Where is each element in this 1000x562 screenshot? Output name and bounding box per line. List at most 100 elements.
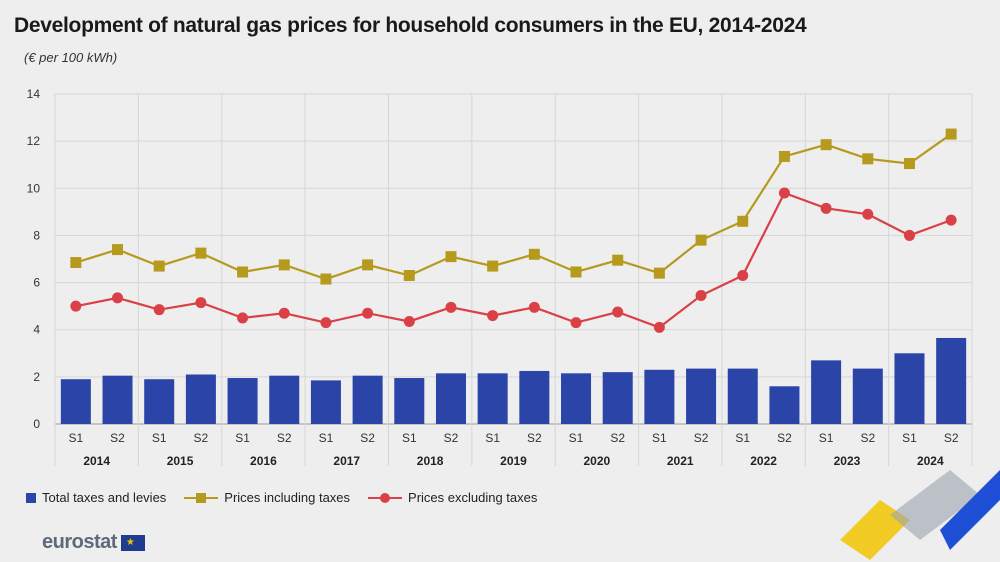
legend-item-incl: Prices including taxes [184, 490, 350, 505]
legend-label-taxes: Total taxes and levies [42, 490, 167, 505]
bar-taxes [269, 375, 300, 424]
x-tick-year: 2023 [834, 454, 861, 468]
bar-taxes [727, 368, 758, 424]
bar-taxes [227, 378, 258, 424]
prices-incl-point [737, 215, 749, 227]
x-tick-semester: S1 [485, 431, 500, 445]
x-tick-year: 2014 [83, 454, 110, 468]
x-tick-semester: S1 [152, 431, 167, 445]
prices-incl-point [778, 150, 790, 162]
x-tick-year: 2020 [584, 454, 611, 468]
prices-incl-point [945, 128, 957, 140]
x-tick-semester: S1 [902, 431, 917, 445]
y-tick-label: 14 [27, 87, 41, 101]
prices-excl-point [320, 317, 332, 329]
legend-item-taxes: Total taxes and levies [26, 490, 166, 505]
x-tick-semester: S1 [819, 431, 834, 445]
prices-incl-point [695, 234, 707, 246]
prices-excl-point [737, 270, 749, 281]
eu-flag-icon: ★ [120, 534, 145, 551]
legend-label-excl: Prices excluding taxes [408, 490, 538, 505]
x-tick-year: 2019 [500, 454, 527, 468]
prices-incl-point [570, 266, 582, 278]
x-tick-semester: S2 [277, 431, 292, 445]
chart-subtitle: (€ per 100 kWh) [24, 50, 118, 65]
legend: Total taxes and levies Prices including … [26, 490, 537, 505]
x-tick-semester: S2 [694, 431, 709, 445]
x-tick-year: 2015 [167, 454, 194, 468]
x-tick-semester: S1 [68, 431, 83, 445]
bar-taxes [102, 375, 133, 424]
bar-taxes [310, 380, 341, 424]
decorative-ribbon [840, 470, 1000, 560]
prices-excl-point [487, 310, 499, 322]
y-tick-label: 4 [33, 323, 40, 337]
prices-incl-point [445, 251, 457, 263]
prices-incl-point [153, 260, 165, 272]
prices-excl-point [195, 297, 207, 309]
prices-excl-point [570, 317, 582, 329]
prices-excl-point [653, 321, 665, 333]
x-tick-year: 2016 [250, 454, 277, 468]
prices-incl-point [70, 257, 82, 269]
prices-incl-point [403, 270, 415, 281]
prices-excl-point [820, 202, 832, 214]
x-tick-semester: S2 [944, 431, 959, 445]
bar-taxes [852, 368, 883, 424]
x-tick-semester: S2 [610, 431, 625, 445]
bar-taxes [811, 360, 842, 424]
prices-incl-point [278, 259, 290, 271]
legend-label-incl: Prices including taxes [224, 490, 351, 505]
x-tick-semester: S1 [569, 431, 584, 445]
legend-swatch-incl [184, 492, 219, 503]
x-tick-semester: S2 [194, 431, 209, 445]
prices-incl-point [112, 244, 124, 256]
x-tick-semester: S2 [860, 431, 875, 445]
prices-incl-point [862, 153, 874, 165]
prices-excl-point [862, 208, 874, 220]
legend-swatch-excl [368, 492, 403, 503]
legend-swatch-taxes [26, 492, 36, 503]
prices-excl-point [403, 315, 415, 327]
chart-title: Development of natural gas prices for ho… [14, 14, 807, 37]
y-tick-label: 10 [27, 181, 41, 195]
prices-incl-line [75, 133, 952, 281]
prices-excl-point [112, 292, 124, 304]
prices-excl-point [695, 290, 707, 302]
prices-incl-point [237, 266, 249, 278]
prices-excl-point [237, 312, 249, 324]
bar-taxes [561, 373, 592, 424]
x-tick-semester: S1 [319, 431, 334, 445]
y-tick-label: 12 [27, 134, 41, 148]
prices-incl-point [653, 267, 665, 279]
bar-taxes [769, 386, 800, 424]
bar-taxes [144, 379, 175, 424]
x-tick-year: 2024 [917, 454, 944, 468]
prices-excl-point [153, 304, 165, 316]
y-tick-label: 8 [33, 228, 40, 242]
x-tick-year: 2018 [417, 454, 444, 468]
prices-excl-point [70, 300, 82, 312]
y-tick-label: 0 [33, 417, 40, 431]
bar-taxes [60, 379, 91, 424]
x-tick-semester: S1 [652, 431, 667, 445]
prices-excl-point [612, 306, 624, 318]
prices-incl-point [487, 260, 499, 272]
x-tick-semester: S1 [735, 431, 750, 445]
prices-incl-point [528, 248, 540, 260]
prices-incl-point [820, 139, 832, 151]
x-tick-semester: S1 [235, 431, 250, 445]
bar-taxes [394, 378, 425, 424]
prices-excl-point [278, 307, 290, 319]
prices-excl-point [528, 301, 540, 313]
prices-excl-line [75, 191, 952, 329]
x-tick-year: 2022 [750, 454, 777, 468]
x-tick-semester: S2 [527, 431, 542, 445]
prices-incl-point [362, 259, 374, 271]
prices-excl-point [778, 187, 790, 199]
eurostat-logo: eurostat ★ [42, 531, 145, 554]
prices-excl-point [362, 307, 374, 319]
prices-incl-point [195, 247, 207, 259]
bar-taxes [602, 372, 633, 424]
logo-text: eurostat [42, 531, 117, 553]
